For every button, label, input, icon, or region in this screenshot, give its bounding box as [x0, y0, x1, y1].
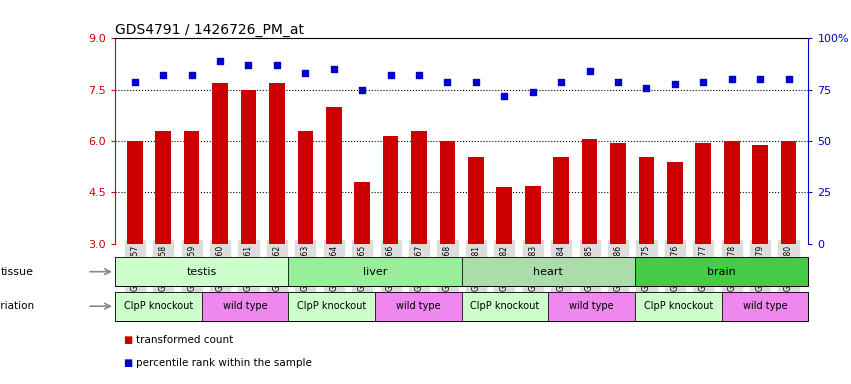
Bar	[468, 157, 483, 244]
Bar	[724, 141, 740, 244]
Point	[214, 58, 227, 64]
Text: genotype/variation: genotype/variation	[0, 301, 34, 311]
Point	[526, 89, 540, 95]
Bar	[461, 257, 635, 286]
Text: wild type: wild type	[223, 301, 267, 311]
Bar	[525, 185, 540, 244]
Point	[583, 68, 597, 74]
Text: ClpP knockout: ClpP knockout	[471, 301, 540, 311]
Bar	[582, 139, 597, 244]
Text: ClpP knockout: ClpP knockout	[123, 301, 193, 311]
Point	[299, 70, 312, 76]
Point	[270, 62, 283, 68]
Bar	[722, 292, 808, 321]
Text: transformed count: transformed count	[136, 335, 233, 345]
Point	[782, 76, 796, 83]
Point	[242, 62, 255, 68]
Text: liver: liver	[363, 266, 387, 277]
Bar	[780, 141, 797, 244]
Bar	[115, 292, 202, 321]
Bar	[288, 292, 375, 321]
Bar	[241, 90, 256, 244]
Bar	[115, 257, 288, 286]
Bar	[548, 292, 635, 321]
Point	[412, 72, 426, 78]
Bar	[127, 141, 143, 244]
Point	[128, 78, 141, 84]
Bar	[269, 83, 285, 244]
Text: wild type: wild type	[569, 301, 614, 311]
Point	[469, 78, 483, 84]
Text: heart: heart	[534, 266, 563, 277]
Text: ClpP knockout: ClpP knockout	[297, 301, 366, 311]
Text: testis: testis	[186, 266, 217, 277]
Bar	[184, 131, 199, 244]
Bar	[553, 157, 569, 244]
Point	[356, 87, 369, 93]
Bar	[288, 257, 461, 286]
Bar	[667, 162, 683, 244]
Bar	[440, 141, 455, 244]
Bar	[635, 257, 808, 286]
Bar	[752, 144, 768, 244]
Point	[611, 78, 625, 84]
Text: brain: brain	[707, 266, 736, 277]
Bar	[635, 292, 722, 321]
Bar	[638, 157, 654, 244]
Point	[441, 78, 454, 84]
Bar	[411, 131, 427, 244]
Point	[668, 81, 682, 87]
Bar	[375, 292, 461, 321]
Bar	[212, 83, 228, 244]
Text: percentile rank within the sample: percentile rank within the sample	[136, 358, 312, 368]
Point	[554, 78, 568, 84]
Text: GDS4791 / 1426726_PM_at: GDS4791 / 1426726_PM_at	[115, 23, 304, 37]
Bar	[461, 292, 548, 321]
Point	[157, 72, 170, 78]
Point	[725, 76, 739, 83]
Point	[696, 78, 710, 84]
Bar	[610, 143, 625, 244]
Bar	[383, 136, 398, 244]
Text: ClpP knockout: ClpP knockout	[644, 301, 713, 311]
Bar	[326, 107, 341, 244]
Point	[327, 66, 340, 72]
Bar	[202, 292, 288, 321]
Bar	[298, 131, 313, 244]
Bar	[354, 182, 370, 244]
Point	[640, 84, 654, 91]
Text: ■: ■	[123, 358, 133, 368]
Text: tissue: tissue	[1, 266, 34, 277]
Bar	[156, 131, 171, 244]
Bar	[695, 143, 711, 244]
Text: wild type: wild type	[743, 301, 787, 311]
Point	[185, 72, 198, 78]
Text: ■: ■	[123, 335, 133, 345]
Bar	[496, 187, 512, 244]
Point	[753, 76, 767, 83]
Point	[384, 72, 397, 78]
Text: wild type: wild type	[396, 301, 441, 311]
Point	[498, 93, 511, 99]
